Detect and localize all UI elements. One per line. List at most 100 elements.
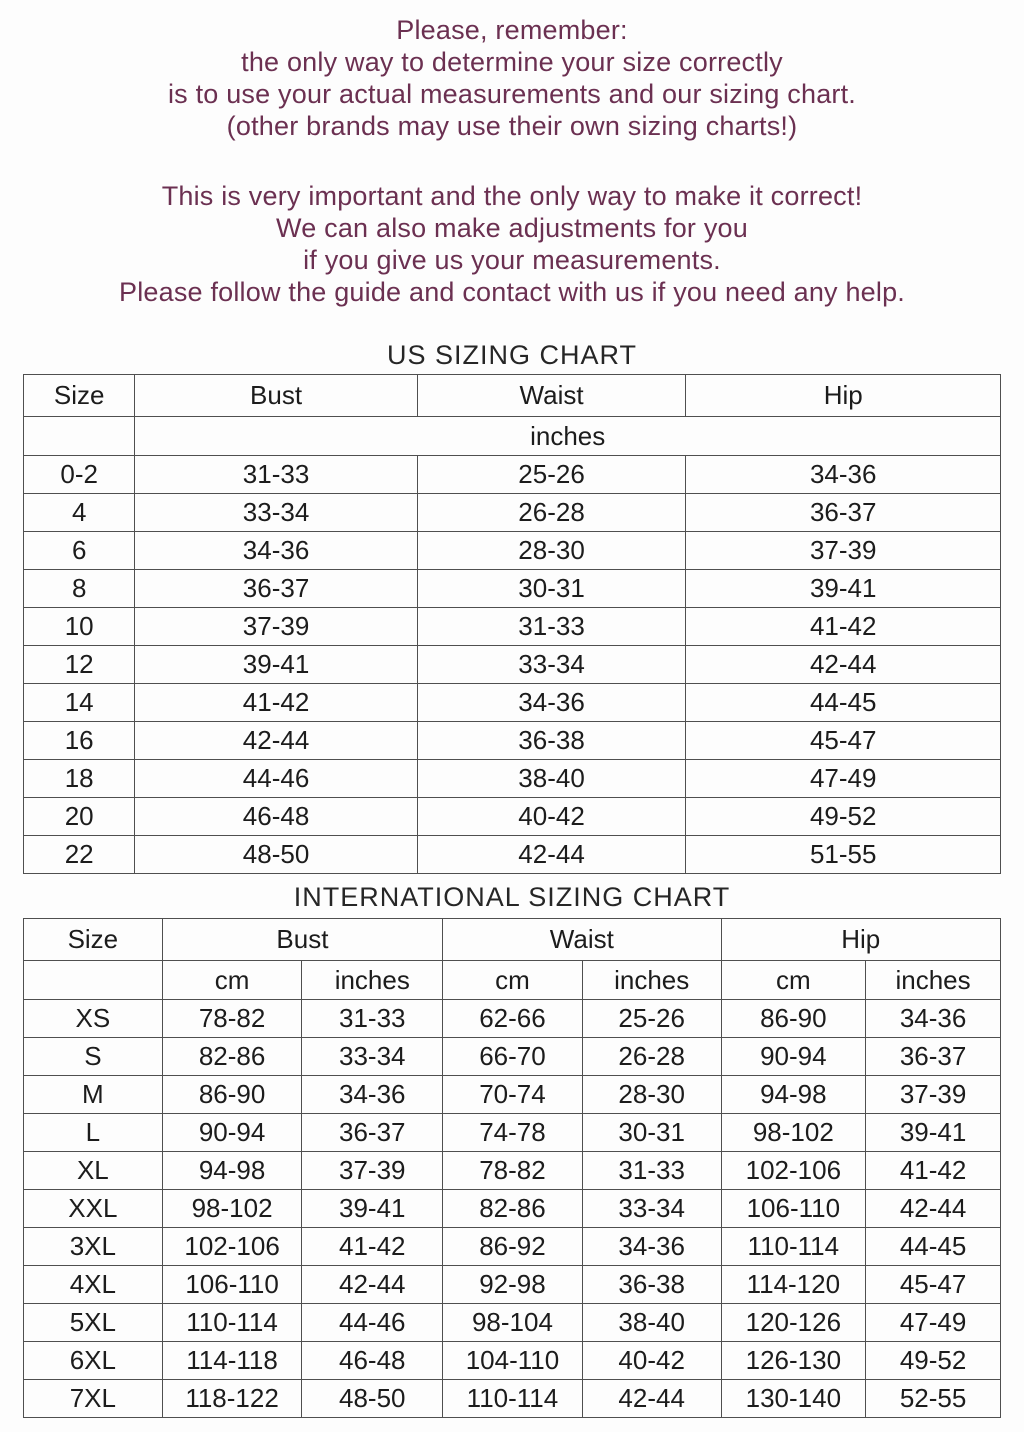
us-col-header-size: Size (22, 374, 136, 417)
table-cell: 34-36 (416, 683, 687, 722)
table-cell: 118-122 (161, 1379, 303, 1418)
table-cell: 37-39 (865, 1075, 1001, 1114)
table-cell: 33-34 (301, 1037, 444, 1076)
table-cell: 120-126 (720, 1303, 867, 1342)
us-unit-label: inches (134, 416, 1001, 456)
intl-col-header-bust: Bust (161, 918, 444, 961)
intro-line: if you give us your measurements. (303, 245, 721, 275)
intro-line: We can also make adjustments for you (276, 213, 748, 243)
intro-line: (other brands may use their own sizing c… (226, 111, 798, 141)
table-row: 18 44-46 38-40 47-49 (22, 759, 1001, 798)
intro-block-2: This is very important and the only way … (0, 180, 1024, 308)
table-cell: 70-74 (442, 1075, 583, 1114)
table-cell: 7XL (23, 1379, 163, 1418)
us-col-header-waist: Waist (416, 374, 687, 417)
table-cell: 104-110 (442, 1341, 583, 1380)
table-cell: 98-104 (442, 1303, 583, 1342)
us-col-header-bust: Bust (134, 374, 418, 417)
table-cell: 20 (22, 797, 136, 836)
table-cell: 98-102 (720, 1113, 867, 1152)
table-row: 10 37-39 31-33 41-42 (22, 607, 1001, 646)
intl-unit-row: cm inches cm inches cm inches (23, 960, 1001, 1000)
table-cell: 98-102 (161, 1189, 303, 1228)
table-row: XL 94-98 37-39 78-82 31-33 102-106 41-42 (23, 1151, 1001, 1190)
table-cell: 5XL (23, 1303, 163, 1342)
table-cell: 31-33 (581, 1151, 722, 1190)
table-cell: 130-140 (720, 1379, 867, 1418)
table-cell: 52-55 (865, 1379, 1001, 1418)
table-cell: 36-37 (865, 1037, 1001, 1076)
table-cell: 48-50 (301, 1379, 444, 1418)
table-cell: 34-36 (581, 1227, 722, 1266)
table-cell: 92-98 (442, 1265, 583, 1304)
table-cell: 34-36 (301, 1075, 444, 1114)
table-cell: 74-78 (442, 1113, 583, 1152)
table-row: 8 36-37 30-31 39-41 (22, 569, 1001, 608)
table-cell: 30-31 (581, 1113, 722, 1152)
table-cell: XS (23, 999, 163, 1038)
table-cell: 45-47 (685, 721, 1001, 760)
table-cell: 86-90 (720, 999, 867, 1038)
intl-unit-label: cm (442, 960, 583, 1000)
table-cell: 78-82 (161, 999, 303, 1038)
us-unit-row: inches (22, 416, 1001, 456)
table-row: 7XL 118-122 48-50 110-114 42-44 130-140 52-55 (23, 1379, 1001, 1418)
table-cell: 44-45 (865, 1227, 1001, 1266)
table-cell: 110-114 (442, 1379, 583, 1418)
table-cell: L (23, 1113, 163, 1152)
intl-col-header-waist: Waist (442, 918, 722, 961)
table-row: 20 46-48 40-42 49-52 (22, 797, 1001, 836)
table-cell: 51-55 (685, 835, 1001, 874)
table-cell: 66-70 (442, 1037, 583, 1076)
table-cell: 42-44 (685, 645, 1001, 684)
table-cell: 47-49 (865, 1303, 1001, 1342)
table-cell: 41-42 (685, 607, 1001, 646)
table-cell: 37-39 (301, 1151, 444, 1190)
table-cell: 22 (22, 835, 136, 874)
table-cell: 126-130 (720, 1341, 867, 1380)
table-row: 5XL 110-114 44-46 98-104 38-40 120-126 47-49 (23, 1303, 1001, 1342)
table-cell: 41-42 (134, 683, 418, 722)
table-row: 6XL 114-118 46-48 104-110 40-42 126-130 49-52 (23, 1341, 1001, 1380)
table-cell: 40-42 (416, 797, 687, 836)
table-cell: 34-36 (685, 455, 1001, 494)
table-cell: 10 (22, 607, 136, 646)
intro-block-1: Please, remember: the only way to determ… (0, 14, 1024, 142)
table-row: XXL 98-102 39-41 82-86 33-34 106-110 42-44 (23, 1189, 1001, 1228)
table-cell: 26-28 (581, 1037, 722, 1076)
table-row: S 82-86 33-34 66-70 26-28 90-94 36-37 (23, 1037, 1001, 1076)
table-cell: 90-94 (720, 1037, 867, 1076)
intl-chart-title: INTERNATIONAL SIZING CHART (293, 882, 731, 912)
table-cell: 16 (22, 721, 136, 760)
table-cell: 110-114 (161, 1303, 303, 1342)
intl-unit-label: inches (581, 960, 722, 1000)
us-chart-title: US SIZING CHART (386, 340, 638, 370)
table-cell: 86-92 (442, 1227, 583, 1266)
table-cell: 62-66 (442, 999, 583, 1038)
intl-unit-label: cm (161, 960, 303, 1000)
table-cell: 38-40 (581, 1303, 722, 1342)
table-cell: 34-36 (134, 531, 418, 570)
table-row: 4 33-34 26-28 36-37 (22, 493, 1001, 532)
table-cell: 3XL (23, 1227, 163, 1266)
table-cell: 86-90 (161, 1075, 303, 1114)
table-cell: 34-36 (865, 999, 1001, 1038)
table-cell: 12 (22, 645, 136, 684)
table-row: 14 41-42 34-36 44-45 (22, 683, 1001, 722)
table-cell: 94-98 (161, 1151, 303, 1190)
table-row: M 86-90 34-36 70-74 28-30 94-98 37-39 (23, 1075, 1001, 1114)
table-cell: 39-41 (865, 1113, 1001, 1152)
table-cell: 82-86 (161, 1037, 303, 1076)
table-row: 6 34-36 28-30 37-39 (22, 531, 1001, 570)
table-cell: 38-40 (416, 759, 687, 798)
table-cell: 102-106 (720, 1151, 867, 1190)
table-cell: 31-33 (134, 455, 418, 494)
table-cell: 47-49 (685, 759, 1001, 798)
table-cell: 44-46 (301, 1303, 444, 1342)
table-row: 4XL 106-110 42-44 92-98 36-38 114-120 45-47 (23, 1265, 1001, 1304)
international-sizing-table: Size Bust Waist Hip cm inches cm inches … (23, 918, 1002, 1418)
us-col-header-hip: Hip (685, 374, 1001, 417)
table-row: XS 78-82 31-33 62-66 25-26 86-90 34-36 (23, 999, 1001, 1038)
table-cell: 39-41 (685, 569, 1001, 608)
table-cell: 42-44 (134, 721, 418, 760)
